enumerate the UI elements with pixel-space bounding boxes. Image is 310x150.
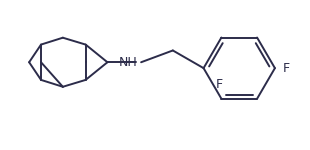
Text: NH: NH: [119, 56, 138, 69]
Text: F: F: [216, 78, 223, 91]
Text: F: F: [283, 62, 290, 75]
